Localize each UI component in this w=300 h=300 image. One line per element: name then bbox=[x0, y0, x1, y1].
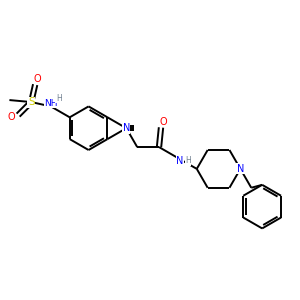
Text: N: N bbox=[123, 123, 130, 133]
Text: H: H bbox=[56, 94, 61, 103]
Text: H: H bbox=[185, 157, 191, 166]
Text: O: O bbox=[8, 112, 15, 122]
Text: O: O bbox=[159, 116, 167, 127]
Text: O: O bbox=[33, 74, 41, 84]
Text: N: N bbox=[237, 164, 244, 174]
Text: NH: NH bbox=[44, 99, 58, 108]
Text: N: N bbox=[176, 156, 184, 166]
Text: S: S bbox=[28, 97, 34, 107]
